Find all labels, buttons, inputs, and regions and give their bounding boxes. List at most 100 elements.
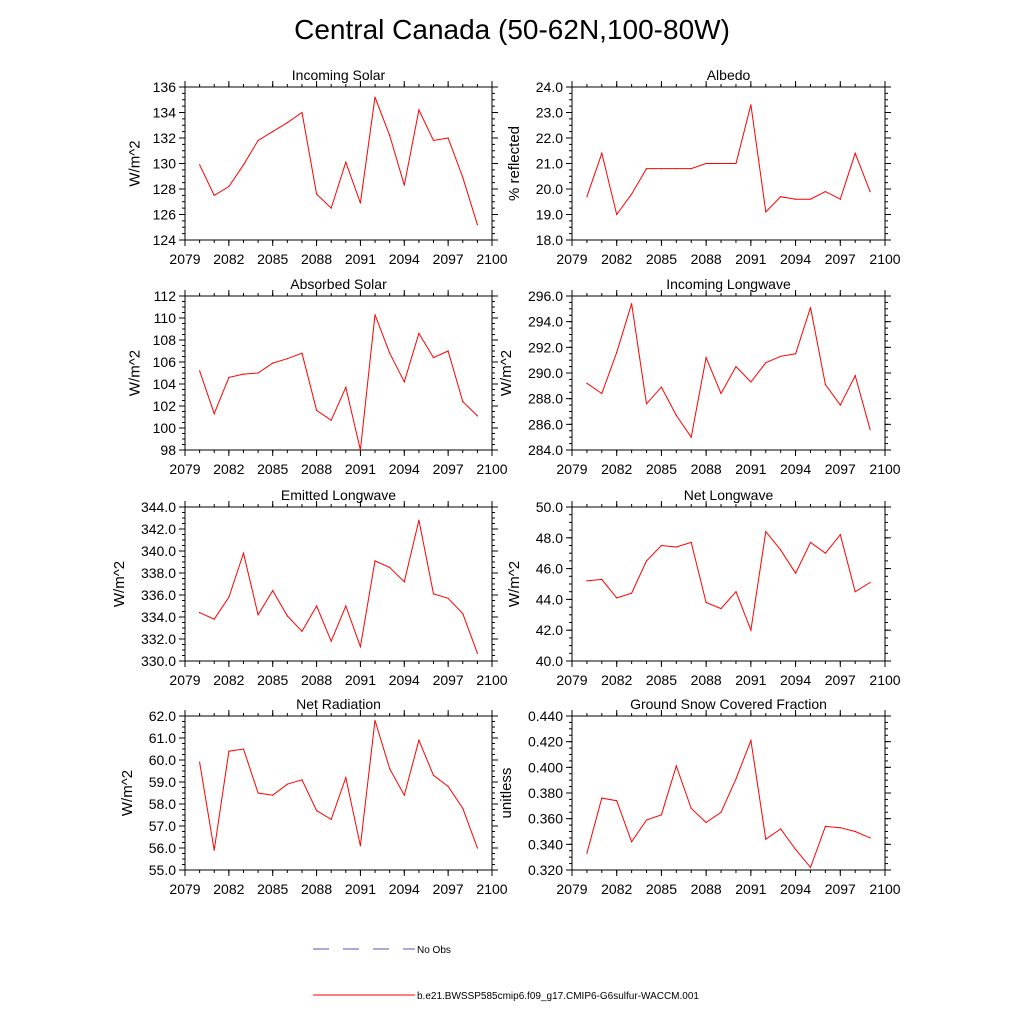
y-tick-label: 334.0: [141, 609, 176, 625]
series-line: [586, 530, 871, 633]
x-tick-label: 2091: [735, 881, 766, 897]
data-point: [854, 591, 856, 593]
x-tick-label: 2094: [389, 881, 420, 897]
x-tick-label: 2091: [345, 461, 376, 477]
data-point: [690, 541, 692, 544]
panel-title: Net Longwave: [684, 487, 774, 503]
data-point: [228, 750, 230, 752]
data-point: [476, 224, 478, 226]
x-tick-label: 2085: [646, 461, 677, 477]
x-tick-label: 2088: [301, 461, 332, 477]
data-point: [705, 821, 707, 824]
chart-panel: Net Longwave 2079 2082 2085 2088 2091 2094 2097…: [506, 487, 901, 688]
x-tick-label: 2082: [601, 461, 632, 477]
y-tick-label: 294.0: [528, 314, 563, 330]
data-point: [345, 386, 347, 388]
x-tick-label: 2094: [780, 672, 811, 688]
plot-frame: [571, 295, 886, 451]
data-point: [374, 560, 376, 562]
data-point: [213, 618, 215, 620]
x-tick-label: 2079: [556, 881, 587, 897]
data-point: [809, 306, 812, 309]
x-tick-label: 2100: [869, 461, 900, 477]
x-tick-label: 2094: [780, 881, 811, 897]
data-point: [780, 355, 782, 357]
data-point: [359, 202, 361, 204]
y-tick-label: 19.0: [536, 207, 563, 223]
data-point: [824, 191, 827, 193]
data-point: [690, 807, 692, 810]
data-point: [675, 765, 677, 767]
data-point: [869, 428, 871, 431]
x-tick-label: 2085: [257, 461, 288, 477]
panel-title: Albedo: [707, 67, 751, 83]
data-point: [586, 580, 588, 582]
data-point: [601, 392, 603, 395]
data-point: [616, 597, 618, 599]
y-axis-label: unitless: [498, 768, 515, 819]
y-tick-label: 50.0: [536, 499, 563, 515]
data-point: [213, 849, 215, 851]
y-tick-label: 338.0: [141, 565, 176, 581]
data-point: [839, 198, 841, 200]
data-point: [780, 549, 782, 551]
x-tick-label: 2079: [556, 672, 587, 688]
data-point: [286, 122, 288, 124]
x-tick-label: 2094: [780, 461, 811, 477]
x-tick-label: 2094: [389, 672, 420, 688]
data-point: [272, 131, 274, 133]
x-tick-label: 2079: [169, 672, 200, 688]
data-point: [242, 552, 245, 554]
x-tick-label: 2091: [345, 881, 376, 897]
x-tick-label: 2079: [556, 251, 587, 267]
data-point: [690, 436, 692, 438]
y-tick-label: 57.0: [149, 818, 176, 834]
chart-panel: Net Radiation 2079 2082 2085 2088 2091 2094 209…: [119, 696, 508, 897]
data-point: [418, 739, 420, 741]
data-point: [660, 544, 663, 547]
data-point: [257, 372, 259, 374]
data-point: [301, 630, 303, 632]
data-point: [735, 366, 737, 368]
y-tick-label: 0.440: [528, 708, 563, 724]
data-point: [389, 768, 391, 770]
data-point: [228, 185, 230, 188]
y-tick-label: 102: [153, 398, 177, 414]
y-tick-label: 46.0: [536, 561, 563, 577]
y-tick-label: 124: [153, 232, 177, 248]
data-point: [359, 449, 361, 451]
x-tick-label: 2097: [825, 881, 856, 897]
data-point: [601, 797, 603, 799]
y-tick-label: 112: [154, 288, 177, 304]
x-tick-label: 2079: [556, 461, 587, 477]
data-point: [418, 519, 420, 521]
data-point: [854, 375, 856, 377]
y-tick-label: 106: [153, 354, 177, 370]
y-tick-label: 104: [153, 376, 177, 392]
y-tick-label: 290.0: [528, 365, 563, 381]
x-tick-label: 2079: [169, 881, 200, 897]
y-tick-label: 330.0: [141, 653, 176, 669]
chart-panel: Incoming Solar 2079 2082 2085 2088 2091 2094 20…: [127, 67, 508, 267]
data-point: [257, 139, 259, 142]
data-point: [316, 409, 318, 411]
data-point: [403, 381, 405, 383]
data-point: [432, 139, 435, 142]
page-title: Central Canada (50-62N,100-80W): [294, 14, 730, 45]
data-point: [345, 777, 347, 779]
y-tick-label: 0.380: [528, 785, 563, 801]
data-point: [824, 825, 827, 828]
panel-title: Emitted Longwave: [281, 487, 396, 503]
y-axis-label: W/m^2: [127, 350, 144, 396]
legend-label-no-obs: No Obs: [417, 945, 451, 956]
panel-title: Incoming Solar: [292, 67, 386, 83]
x-tick-label: 2094: [389, 461, 420, 477]
panel-title: Net Radiation: [296, 696, 381, 712]
data-point: [765, 838, 767, 840]
data-point: [660, 168, 663, 170]
y-tick-label: 61.0: [149, 730, 176, 746]
y-tick-label: 292.0: [528, 339, 563, 355]
panel-title: Ground Snow Covered Fraction: [630, 696, 827, 712]
y-tick-label: 108: [153, 332, 177, 348]
y-tick-label: 340.0: [141, 543, 176, 559]
